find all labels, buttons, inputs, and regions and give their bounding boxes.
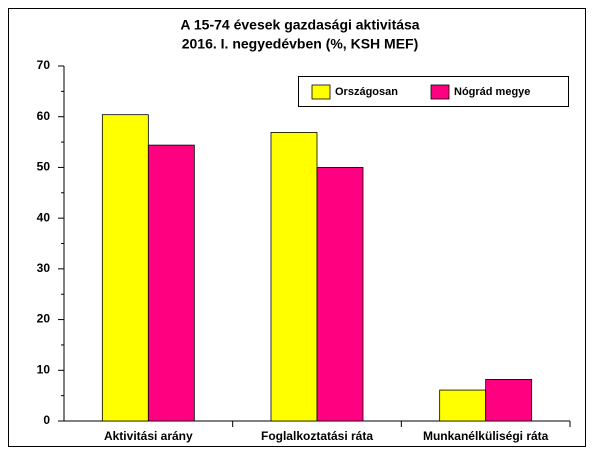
- bar: [439, 389, 487, 422]
- legend-swatch: [311, 84, 331, 100]
- bar: [147, 144, 195, 422]
- x-tick-label: Munkanélküliségi ráta: [423, 429, 549, 443]
- bar: [101, 114, 149, 422]
- y-tick-label: 40: [37, 210, 51, 224]
- chart-title: 2016. I. negyedévben (%, KSH MEF): [182, 36, 419, 52]
- y-tick-label: 20: [37, 312, 51, 326]
- legend-label: Országosan: [335, 86, 398, 98]
- x-tick-label: Foglalkoztatási ráta: [261, 429, 373, 443]
- y-tick-label: 10: [37, 362, 51, 376]
- y-tick-label: 50: [37, 160, 51, 174]
- legend-label: Nógrád megye: [454, 86, 530, 98]
- bar: [316, 167, 364, 422]
- y-tick-label: 0: [43, 413, 50, 427]
- chart-title: A 15-74 évesek gazdasági aktivitása: [180, 17, 419, 33]
- bar: [485, 379, 533, 422]
- x-tick-label: Aktivitási arány: [104, 429, 193, 443]
- y-tick-label: 70: [37, 58, 51, 72]
- bar: [270, 132, 318, 422]
- y-tick-label: 60: [37, 109, 51, 123]
- legend-swatch: [430, 84, 450, 100]
- y-tick-label: 30: [37, 261, 51, 275]
